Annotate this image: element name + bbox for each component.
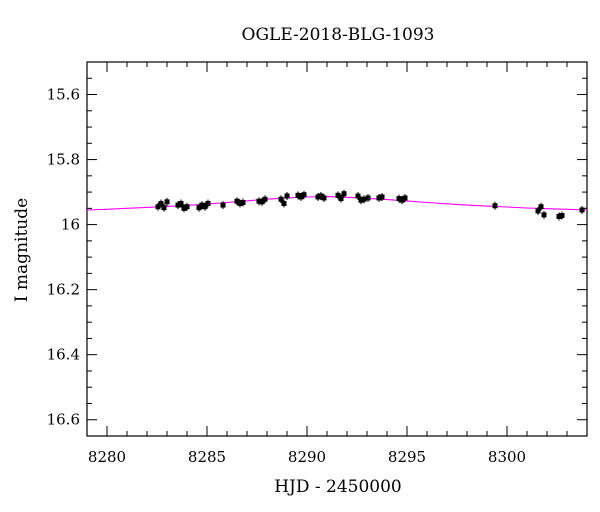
data-point <box>181 205 187 211</box>
x-axis-label: HJD - 2450000 <box>274 477 402 497</box>
data-point <box>361 196 367 202</box>
data-point <box>237 200 243 206</box>
data-point <box>301 192 307 198</box>
data-point <box>205 200 211 206</box>
data-point <box>341 191 347 197</box>
data-point <box>338 196 344 202</box>
data-point <box>175 202 181 208</box>
data-point <box>492 203 498 209</box>
data-point <box>220 202 226 208</box>
data-point <box>278 196 284 202</box>
data-point <box>256 198 262 204</box>
data-point <box>376 195 382 201</box>
y-tick-label: 16 <box>61 216 80 234</box>
data-point <box>535 208 541 214</box>
x-tick-label: 8285 <box>188 448 226 466</box>
data-point <box>559 213 565 219</box>
data-point <box>355 193 361 199</box>
data-point <box>259 199 265 205</box>
data-point <box>178 200 184 206</box>
data-point <box>358 197 364 203</box>
x-tick-label: 8280 <box>88 448 126 466</box>
data-point <box>396 196 402 202</box>
data-point <box>184 204 190 210</box>
data-point <box>538 204 544 210</box>
data-point <box>318 193 324 199</box>
x-tick-label: 8290 <box>288 448 326 466</box>
data-point <box>155 204 161 210</box>
data-point <box>164 199 170 205</box>
data-point <box>295 192 301 198</box>
x-tick-label: 8295 <box>388 448 426 466</box>
data-point <box>240 199 246 205</box>
plot-area: 8280 8285 8290 8295 8300 15.6 15.8 16 16.2 16.4 16… <box>47 61 588 466</box>
plot-frame <box>86 61 588 437</box>
data-point <box>199 202 205 208</box>
x-tick-label: 8300 <box>488 448 526 466</box>
data-point <box>379 194 385 200</box>
data-point <box>196 205 202 211</box>
y-tick-label: 16.2 <box>47 281 80 299</box>
y-axis-label: I magnitude <box>12 198 32 302</box>
data-point <box>281 200 287 206</box>
data-point <box>284 193 290 199</box>
y-tick-label: 16.4 <box>47 346 80 364</box>
data-point <box>365 195 371 201</box>
data-point <box>315 194 321 200</box>
data-point <box>402 195 408 201</box>
y-tick-label: 15.6 <box>47 86 80 104</box>
data-point <box>556 213 562 219</box>
y-tick-label: 16.6 <box>47 411 80 429</box>
data-point <box>298 194 304 200</box>
data-point <box>234 198 240 204</box>
y-tick-label: 15.8 <box>47 151 80 169</box>
data-point <box>541 212 547 218</box>
data-point <box>321 195 327 201</box>
data-point <box>579 207 585 213</box>
data-point <box>399 197 405 203</box>
data-point <box>202 204 208 210</box>
data-point <box>335 192 341 198</box>
data-point <box>158 200 164 206</box>
chart-title: OGLE-2018-BLG-1093 <box>242 25 435 45</box>
data-point <box>262 196 268 202</box>
data-point <box>161 205 167 211</box>
